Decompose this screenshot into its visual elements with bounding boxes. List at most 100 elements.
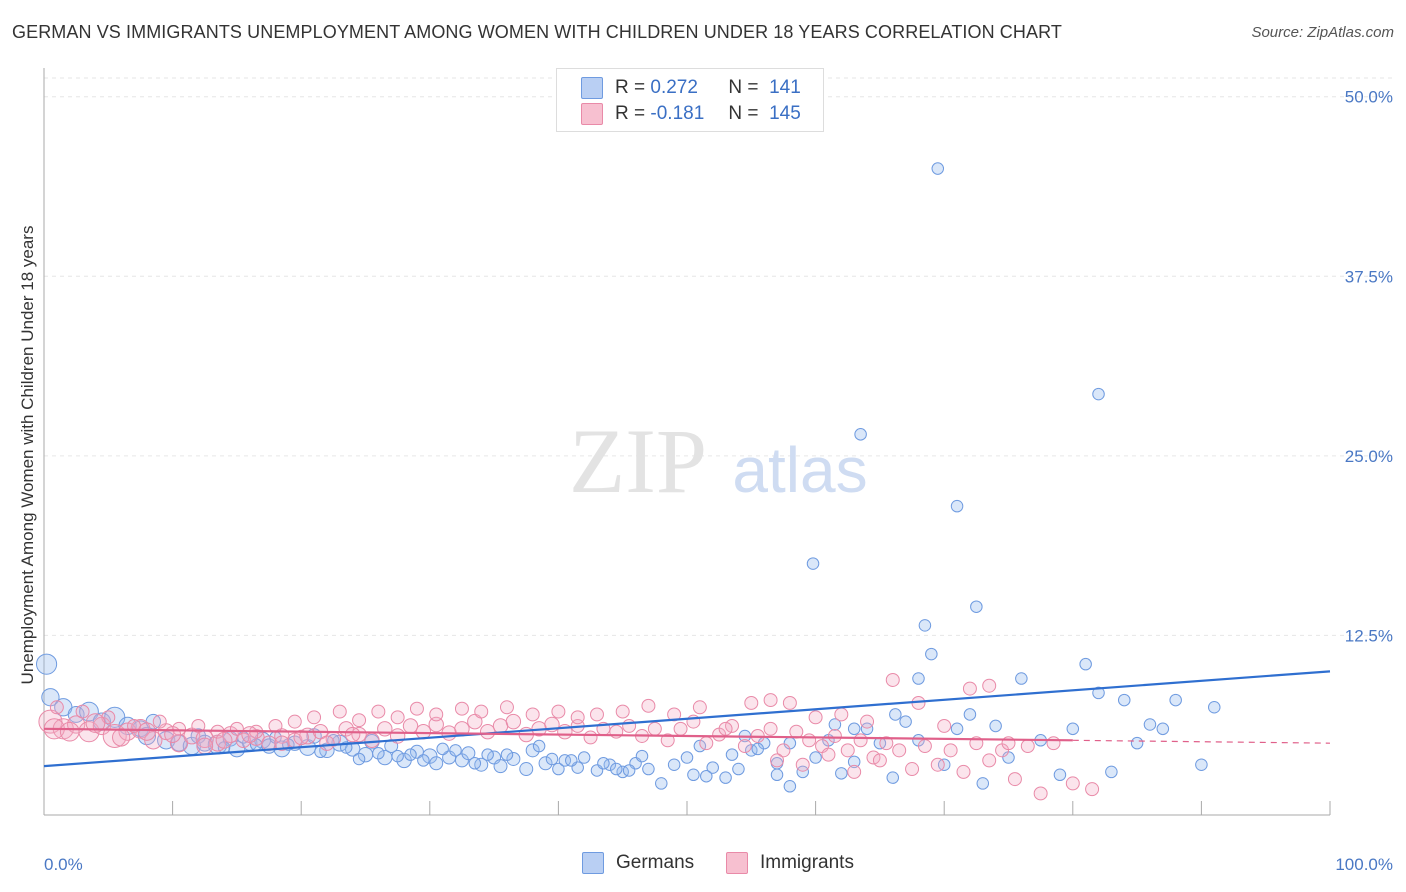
immigrants-point bbox=[744, 695, 759, 710]
immigrants-point bbox=[943, 743, 958, 758]
immigrants-point bbox=[402, 718, 419, 734]
immigrants-point bbox=[551, 704, 566, 719]
immigrants-point bbox=[647, 721, 662, 736]
y-tick-label-3: 50.0% bbox=[1345, 88, 1393, 107]
germans-point bbox=[404, 748, 417, 761]
watermark-zip: ZIP bbox=[569, 410, 707, 512]
correlation-legend: R = 0.272 N = 141 R = -0.181 N = 145 bbox=[556, 68, 824, 132]
germans-point bbox=[847, 755, 861, 769]
immigrants-point bbox=[1033, 786, 1048, 801]
axes bbox=[43, 68, 1331, 816]
germans-point bbox=[847, 722, 861, 736]
immigrants-point bbox=[615, 704, 630, 719]
immigrants-point bbox=[718, 721, 733, 736]
immigrants-point bbox=[377, 721, 393, 737]
germans-point bbox=[552, 762, 565, 776]
immigrants-point bbox=[1065, 776, 1080, 791]
immigrants-point bbox=[847, 764, 862, 779]
immigrants-point bbox=[101, 710, 116, 725]
germans-point bbox=[429, 756, 444, 771]
immigrants-point bbox=[371, 704, 386, 719]
immigrants-point bbox=[917, 739, 932, 754]
germans-points bbox=[35, 162, 1221, 793]
immigrants-point bbox=[821, 747, 836, 762]
germans-point bbox=[976, 777, 990, 790]
germans-point bbox=[538, 756, 553, 771]
germans-point bbox=[809, 751, 822, 764]
germans-point bbox=[1066, 722, 1080, 736]
germans-point bbox=[1079, 657, 1092, 671]
legend-row-germans: R = 0.272 N = 141 bbox=[581, 76, 801, 100]
germans-point bbox=[545, 752, 559, 766]
immigrants-point bbox=[795, 757, 810, 772]
immigrants-point bbox=[152, 714, 167, 729]
germans-point bbox=[963, 708, 977, 721]
immigrants-point bbox=[1007, 772, 1022, 787]
immigrants-point bbox=[590, 707, 604, 722]
immigrants-point bbox=[274, 735, 290, 751]
immigrants-point bbox=[699, 736, 714, 751]
immigrants-point bbox=[479, 723, 496, 740]
immigrants-point bbox=[352, 713, 367, 728]
germans-point bbox=[506, 751, 521, 766]
germans-point bbox=[687, 768, 700, 782]
germans-point bbox=[481, 748, 494, 761]
germans-point bbox=[918, 619, 932, 632]
germans-point bbox=[912, 672, 925, 685]
immigrants-point bbox=[763, 721, 778, 736]
immigrants-point bbox=[429, 707, 444, 722]
germans-point bbox=[1092, 387, 1105, 401]
germans-point bbox=[1130, 736, 1144, 750]
immigrants-point bbox=[885, 672, 900, 687]
immigrants-point bbox=[667, 707, 682, 722]
germans-legend-swatch bbox=[582, 852, 604, 874]
gridlines bbox=[44, 77, 1392, 636]
germans-point bbox=[565, 754, 578, 767]
immigrants-point bbox=[827, 729, 842, 743]
immigrants-points bbox=[38, 672, 1100, 801]
germans-point bbox=[706, 761, 719, 774]
germans-point bbox=[886, 771, 900, 784]
germans-point bbox=[610, 762, 623, 776]
immigrants-swatch bbox=[581, 103, 603, 125]
immigrants-point bbox=[905, 762, 920, 777]
immigrants-point bbox=[467, 713, 483, 730]
immigrants-point bbox=[622, 718, 637, 733]
germans-point bbox=[1105, 765, 1118, 779]
legend-r-label: R = bbox=[615, 103, 646, 124]
immigrants-point bbox=[164, 726, 182, 743]
germans-point bbox=[391, 749, 404, 763]
germans-point bbox=[828, 718, 842, 731]
immigrants-point bbox=[770, 753, 785, 768]
germans-point bbox=[558, 754, 572, 767]
tick-labels: 12.5% 25.0% 37.5% 50.0% 0.0% 100.0% bbox=[44, 88, 1393, 874]
immigrants-point bbox=[75, 704, 90, 719]
germans-point bbox=[783, 780, 797, 793]
immigrants-point bbox=[879, 736, 894, 751]
legend-item-immigrants[interactable]: Immigrants bbox=[726, 852, 854, 874]
germans-point bbox=[468, 757, 482, 770]
germans-point bbox=[860, 722, 874, 736]
immigrants-point bbox=[763, 693, 778, 708]
immigrants-point bbox=[583, 730, 598, 745]
germans-point bbox=[835, 767, 848, 780]
germans-point bbox=[796, 765, 809, 779]
germans-point bbox=[899, 715, 912, 728]
germans-point bbox=[970, 600, 983, 613]
immigrants-point bbox=[351, 726, 367, 743]
immigrants-point bbox=[293, 729, 309, 746]
immigrants-point bbox=[782, 695, 797, 710]
immigrants-point bbox=[307, 710, 322, 725]
immigrants-point bbox=[428, 716, 444, 733]
legend-r-germans: 0.272 bbox=[650, 77, 698, 98]
legend-label-germans: Germans bbox=[616, 852, 695, 873]
immigrants-point bbox=[499, 700, 514, 715]
immigrants-point bbox=[673, 721, 688, 736]
germans-point bbox=[680, 751, 694, 764]
germans-point bbox=[493, 759, 508, 774]
immigrants-point bbox=[776, 743, 791, 758]
legend-item-germans[interactable]: Germans bbox=[582, 852, 694, 874]
germans-point bbox=[667, 758, 681, 771]
legend-r-immigrants: -0.181 bbox=[650, 103, 705, 124]
